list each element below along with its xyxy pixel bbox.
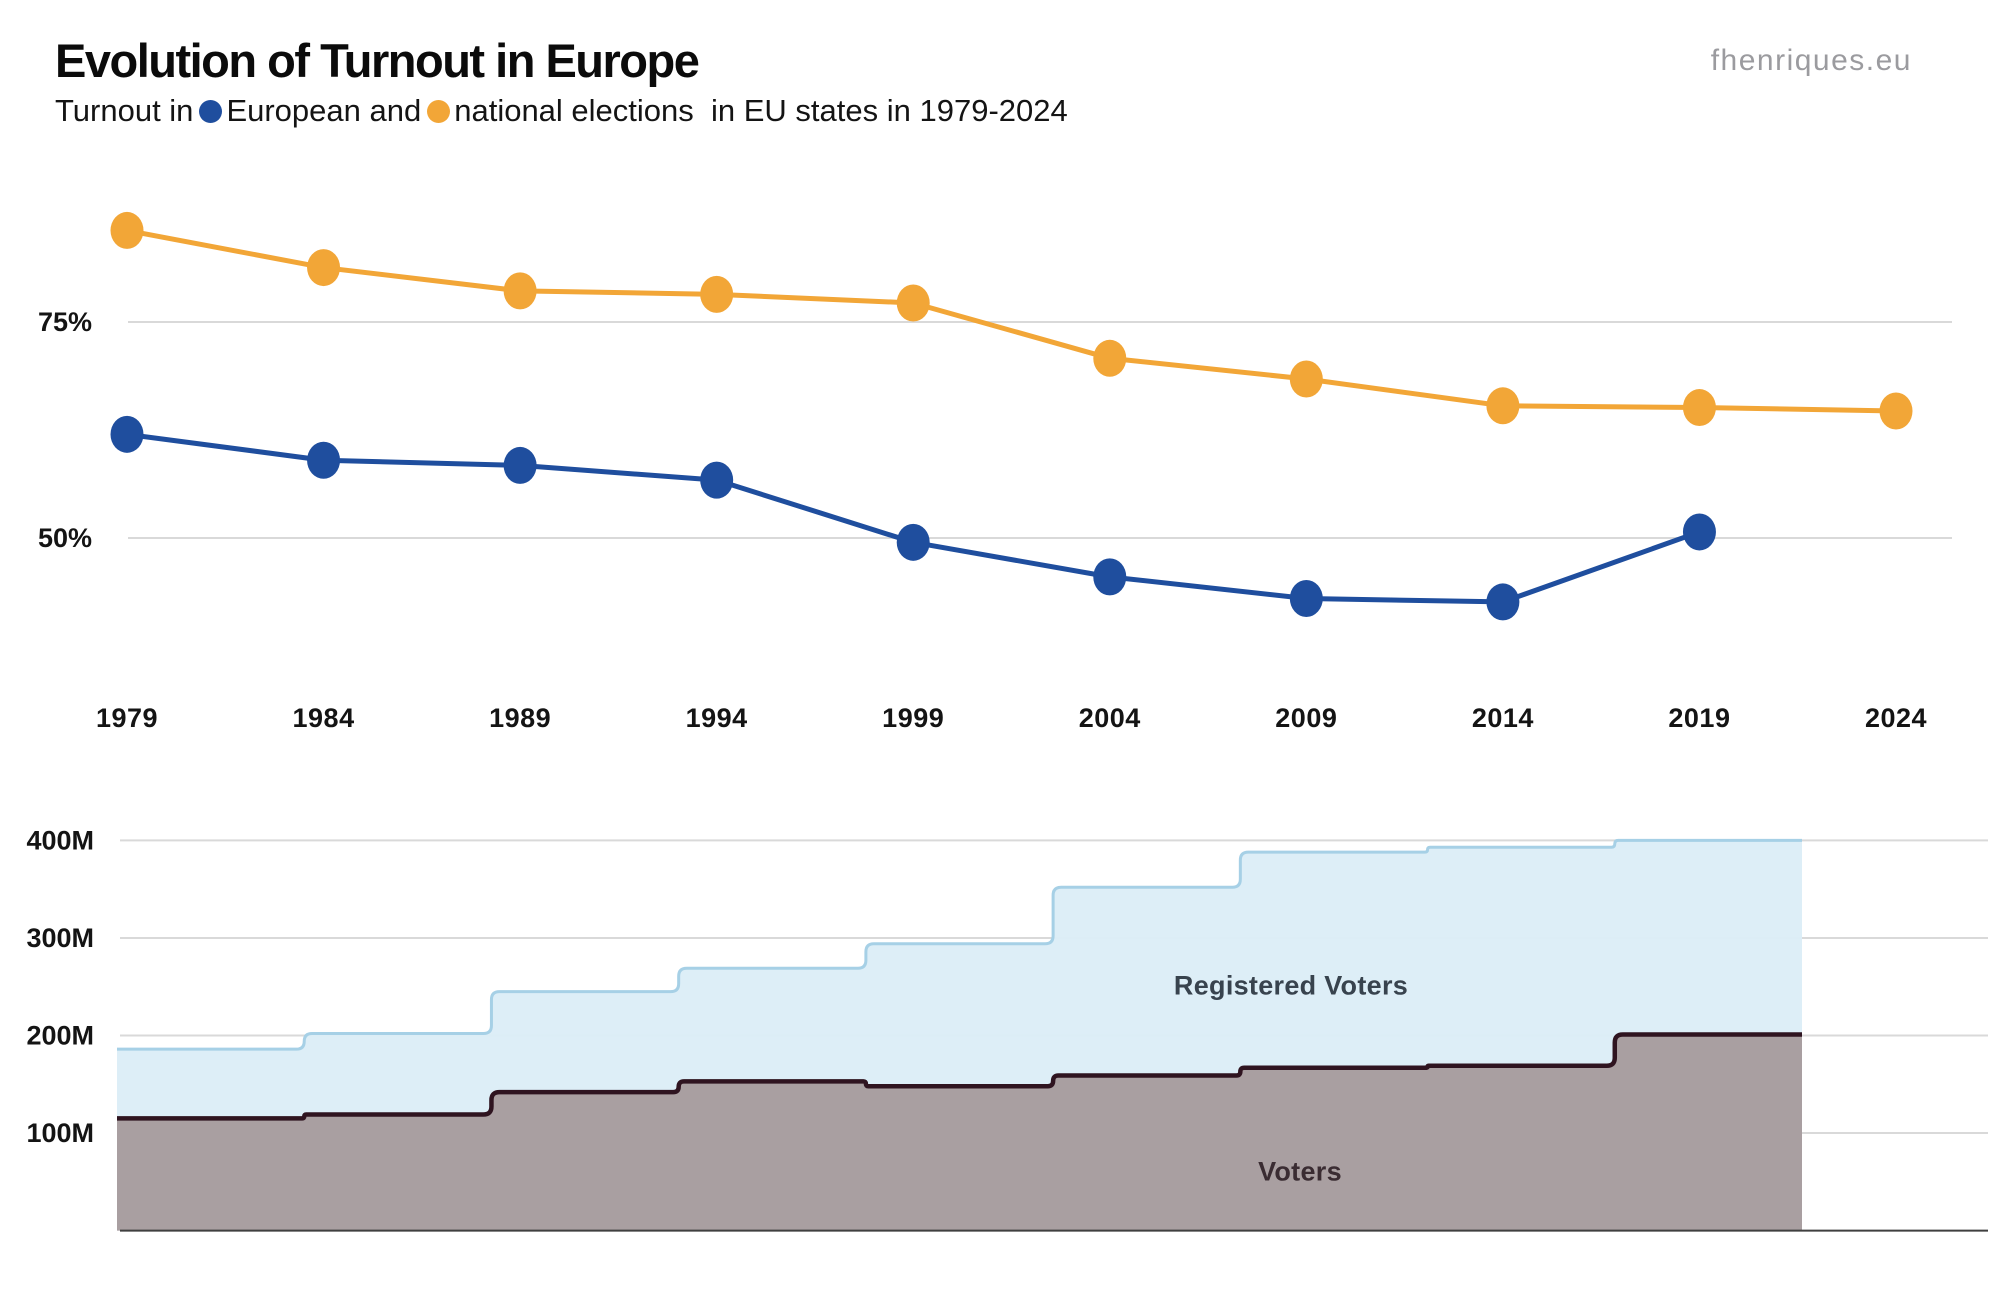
registered-voters-area-label: Registered Voters bbox=[1173, 970, 1409, 1001]
data-point-marker[interactable] bbox=[700, 461, 734, 499]
data-point-marker[interactable] bbox=[503, 446, 537, 484]
subtitle-series1-label: European and bbox=[226, 93, 422, 129]
chart-subtitle: Turnout in European and national elections… bbox=[55, 93, 1955, 129]
y-axis-tick: 100M bbox=[26, 1118, 94, 1148]
y-axis-tick: 50% bbox=[38, 523, 92, 553]
x-axis-tick: 2004 bbox=[1079, 703, 1141, 733]
data-point-marker[interactable] bbox=[700, 275, 734, 313]
area-top-edge bbox=[117, 838, 1802, 1051]
voters-area-label: Voters bbox=[1258, 1156, 1342, 1187]
subtitle-prefix: Turnout in bbox=[55, 93, 194, 129]
subtitle-suffix: in EU states in 1979-2024 bbox=[693, 93, 1068, 129]
data-point-marker[interactable] bbox=[1289, 579, 1323, 617]
x-axis-year-labels: 1979 1984 1989 1994 1999 2004 2009 2014 2019 2024 bbox=[96, 703, 1927, 733]
data-point-marker[interactable] bbox=[1486, 387, 1520, 425]
data-point-marker[interactable] bbox=[1093, 558, 1127, 596]
watermark: fhenriques.eu bbox=[1710, 44, 1912, 77]
y-axis-tick: 200M bbox=[26, 1021, 94, 1051]
data-point-marker[interactable] bbox=[1682, 389, 1716, 427]
area-top-edge bbox=[117, 1032, 1802, 1121]
y-axis-tick: 75% bbox=[38, 307, 92, 337]
x-axis-tick: 2024 bbox=[1865, 703, 1927, 733]
area-series-voters bbox=[117, 1032, 1802, 1231]
national-series-dot-icon bbox=[427, 100, 451, 124]
x-axis-tick: 2014 bbox=[1472, 703, 1534, 733]
data-point-marker[interactable] bbox=[896, 284, 930, 322]
european-series-dot-icon bbox=[199, 100, 223, 124]
series-line bbox=[124, 227, 1899, 414]
data-point-marker[interactable] bbox=[1682, 513, 1716, 551]
x-axis-tick: 2019 bbox=[1668, 703, 1730, 733]
series-line bbox=[124, 431, 1702, 605]
x-axis-tick: 1979 bbox=[96, 703, 158, 733]
series-national bbox=[110, 211, 1913, 430]
x-axis-tick: 1984 bbox=[293, 703, 355, 733]
bottom-y-tick-labels: 100M 200M 300M 400M bbox=[26, 825, 94, 1148]
data-point-marker[interactable] bbox=[896, 523, 930, 561]
data-point-marker[interactable] bbox=[1289, 360, 1323, 398]
series-european bbox=[110, 415, 1716, 621]
data-point-marker[interactable] bbox=[1486, 583, 1520, 621]
data-point-marker[interactable] bbox=[307, 249, 341, 287]
data-point-marker[interactable] bbox=[110, 211, 144, 249]
y-axis-tick: 400M bbox=[26, 825, 94, 855]
data-point-marker[interactable] bbox=[110, 415, 144, 453]
subtitle-series2-label: national elections bbox=[454, 93, 694, 129]
data-point-marker[interactable] bbox=[503, 272, 537, 310]
top-y-tick-labels: 75% 50% bbox=[38, 307, 92, 553]
chart-header: Evolution of Turnout in Europe Turnout i… bbox=[55, 36, 1955, 129]
page-title: Evolution of Turnout in Europe bbox=[55, 34, 700, 87]
data-point-marker[interactable] bbox=[307, 441, 341, 479]
turnout-line-chart: 75% 50% 1979 1984 1989 1994 1999 2004 2009 2014 20… bbox=[38, 211, 1952, 733]
data-point-marker[interactable] bbox=[1093, 339, 1127, 377]
data-point-marker[interactable] bbox=[1879, 392, 1913, 430]
y-axis-tick: 300M bbox=[26, 923, 94, 953]
x-axis-tick: 1989 bbox=[489, 703, 551, 733]
top-gridlines bbox=[128, 321, 1952, 539]
x-axis-tick: 2009 bbox=[1275, 703, 1337, 733]
voters-area-chart: 100M 200M 300M 400M bbox=[26, 825, 1988, 1232]
area-fill[interactable] bbox=[117, 1034, 1802, 1231]
x-axis-tick: 1999 bbox=[882, 703, 944, 733]
x-axis-tick: 1994 bbox=[686, 703, 748, 733]
